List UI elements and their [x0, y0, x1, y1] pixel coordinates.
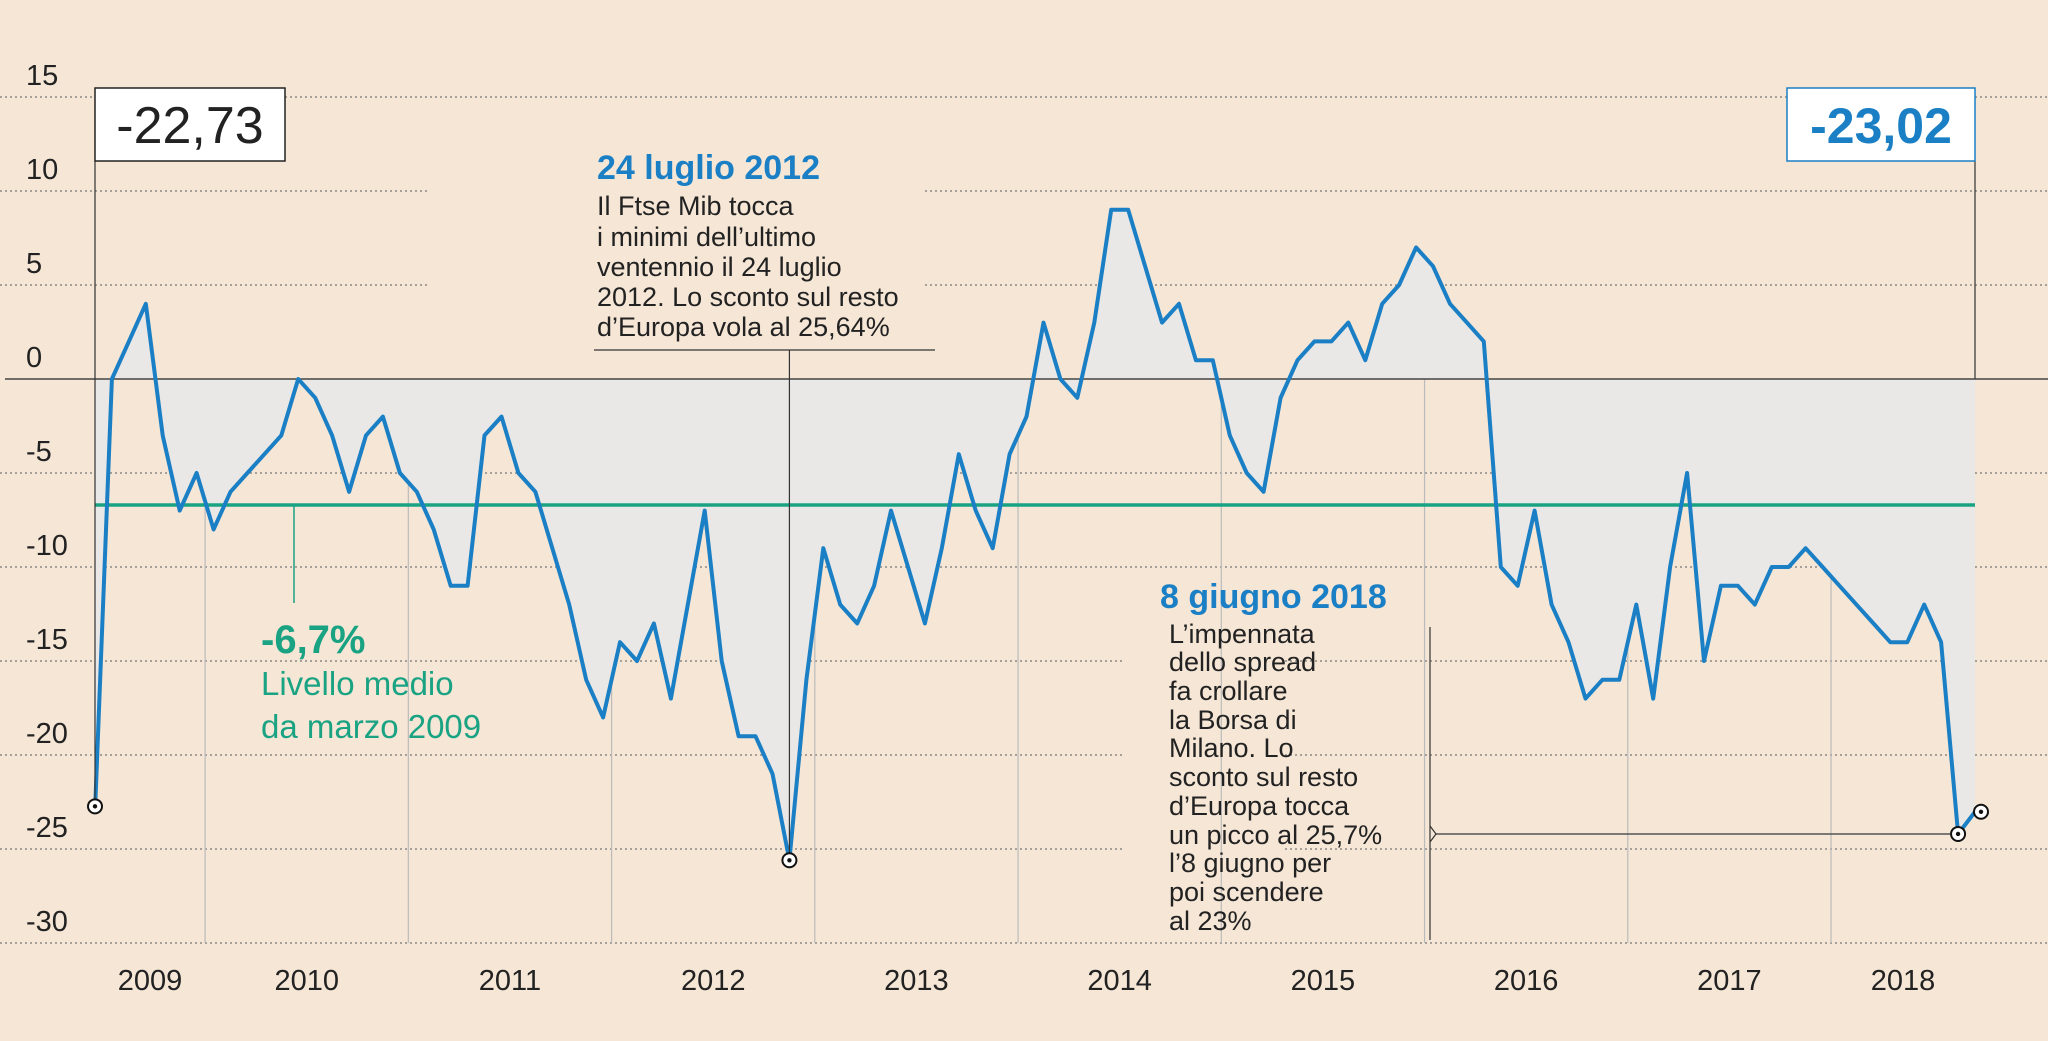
average-value: -6,7%	[261, 618, 366, 662]
marker-dot	[787, 858, 792, 863]
annotation-2018-line: al 23%	[1169, 906, 1252, 936]
average-label-line: da marzo 2009	[261, 708, 481, 745]
y-tick-label: 10	[26, 154, 58, 186]
annotation-2018-line: Milano. Lo	[1169, 733, 1294, 763]
average-label: -6,7% Livello medio da marzo 2009	[261, 618, 481, 745]
markers	[87, 798, 1989, 869]
x-tick-label: 2012	[681, 965, 746, 997]
average-label-line: Livello medio	[261, 665, 454, 702]
annotation-2012-line: 2012. Lo sconto sul resto	[597, 282, 899, 312]
annotation-2012: 24 luglio 2012 Il Ftse Mib tocca i minim…	[594, 149, 935, 861]
annotation-2018-line: dello spread	[1169, 647, 1316, 677]
marker-dot	[1955, 831, 1961, 837]
start-value-box	[94, 87, 286, 162]
y-tick-label: -20	[26, 718, 68, 750]
y-tick-label: 0	[26, 342, 42, 374]
y-tick-label: 5	[26, 248, 42, 280]
annotation-2018-line: d’Europa tocca	[1169, 791, 1350, 821]
end-value-box	[1786, 87, 1976, 162]
annotation-2012-line: ventennio il 24 luglio	[597, 252, 842, 282]
x-axis-labels: 2009 2010 2011 2012 2013 2014 2015 2016 2017 2018	[118, 965, 1935, 997]
x-tick-label: 2011	[479, 965, 541, 997]
y-tick-label: -25	[26, 812, 68, 844]
series-line	[93, 207, 1977, 863]
annotation-2018-title: 8 giugno 2018	[1160, 578, 1387, 616]
y-tick-label: -5	[26, 436, 52, 468]
annotation-2018-line: sconto sul resto	[1169, 762, 1358, 792]
y-axis-labels: 15 10 5 0 -5 -10 -15 -20 -25 -30	[26, 60, 68, 938]
chevron-icon	[1429, 825, 1437, 843]
x-tick-label: 2013	[884, 965, 949, 997]
annotation-2018-line: un picco al 25,7%	[1169, 820, 1382, 850]
start-value: -22,73	[116, 97, 263, 155]
x-tick-label: 2015	[1291, 965, 1356, 997]
annotation-2018-line: fa crollare	[1169, 676, 1288, 706]
x-tick-label: 2016	[1494, 965, 1559, 997]
x-tick-label: 2010	[274, 965, 339, 997]
y-tick-label: -15	[26, 624, 68, 656]
y-tick-label: 15	[26, 60, 58, 92]
annotation-2018-line: L’impennata	[1169, 619, 1316, 649]
x-tick-label: 2017	[1697, 965, 1762, 997]
marker-dot	[92, 804, 98, 809]
annotation-2012-title: 24 luglio 2012	[597, 149, 820, 187]
annotation-2012-line: d’Europa vola al 25,64%	[597, 312, 890, 342]
annotation-2012-line: Il Ftse Mib tocca	[597, 191, 795, 221]
annotation-2018-line: poi scendere	[1169, 877, 1324, 907]
marker-dot	[1978, 809, 1984, 814]
annotation-2018-line: la Borsa di	[1169, 705, 1297, 735]
annotation-2018: 8 giugno 2018 L’impennata dello spread f…	[1160, 578, 1951, 940]
x-tick-label: 2009	[118, 965, 183, 997]
annotation-2012-line: i minimi dell’ultimo	[597, 222, 816, 252]
y-tick-label: -10	[26, 530, 68, 562]
series-area-fill	[95, 209, 1975, 861]
y-tick-label: -30	[26, 906, 68, 938]
x-tick-label: 2018	[1871, 965, 1936, 997]
annotation-2018-line: l’8 giugno per	[1169, 848, 1331, 878]
end-value: -23,02	[1810, 98, 1952, 154]
x-tick-label: 2014	[1087, 965, 1152, 997]
